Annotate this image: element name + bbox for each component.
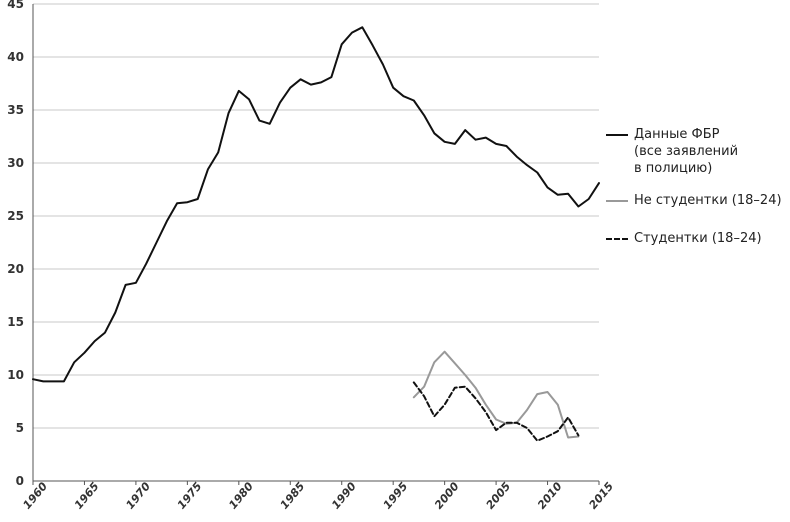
x-tick-label-1970: 1970: [123, 480, 153, 512]
legend-label-fbi: Данные ФБР (все заявлений в полицию): [634, 127, 739, 176]
x-tick-label-1960: 1960: [20, 480, 50, 512]
x-axis-ticks: 1960 1965 1970 1975 1980 1985 1990 1995 2000 2005…: [20, 480, 616, 512]
x-tick-label-2000: 2000: [432, 480, 462, 512]
x-tick-label-2005: 2005: [484, 480, 514, 512]
y-tick-label-5: 5: [16, 421, 24, 435]
legend: Данные ФБР (все заявлений в полицию) Не …: [606, 126, 790, 247]
y-tick-label-35: 35: [7, 103, 24, 117]
series-fbi-line: [32, 26, 600, 383]
series-non-students-line: [412, 350, 580, 439]
series-lines: [32, 26, 600, 442]
x-tick-label-2010: 2010: [535, 480, 565, 512]
x-tick-label-1980: 1980: [226, 480, 256, 512]
x-tick-label-1990: 1990: [329, 480, 359, 512]
x-tick-label-2015: 2015: [586, 480, 616, 512]
gridlines: [33, 3, 599, 482]
y-tick-label-40: 40: [7, 50, 24, 64]
axes: [32, 4, 599, 482]
legend-item-fbi: Данные ФБР (все заявлений в полицию): [606, 126, 790, 177]
y-tick-label-20: 20: [7, 262, 24, 276]
x-tick-label-1975: 1975: [175, 480, 205, 512]
y-tick-label-30: 30: [7, 156, 24, 170]
y-axis-ticks: 0 5 10 15 20 25 30 35 40 45: [7, 0, 24, 488]
legend-label-non-students: Не студентки (18–24): [634, 193, 782, 208]
x-tick-label-1985: 1985: [278, 480, 308, 512]
x-tick-label-1965: 1965: [72, 480, 102, 512]
legend-item-students: Студентки (18–24): [606, 230, 790, 247]
y-tick-label-45: 45: [7, 0, 24, 11]
y-tick-label-10: 10: [7, 368, 24, 382]
y-tick-label-25: 25: [7, 209, 24, 223]
legend-swatch-students: [606, 238, 628, 240]
legend-label-students: Студентки (18–24): [634, 231, 762, 246]
x-tick-label-1995: 1995: [381, 480, 411, 512]
legend-swatch-fbi: [606, 134, 628, 136]
legend-swatch-non-students: [606, 200, 628, 202]
y-tick-label-15: 15: [7, 315, 24, 329]
y-tick-label-0: 0: [16, 474, 24, 488]
legend-item-non-students: Не студентки (18–24): [606, 192, 790, 209]
series-students-line: [412, 381, 580, 442]
